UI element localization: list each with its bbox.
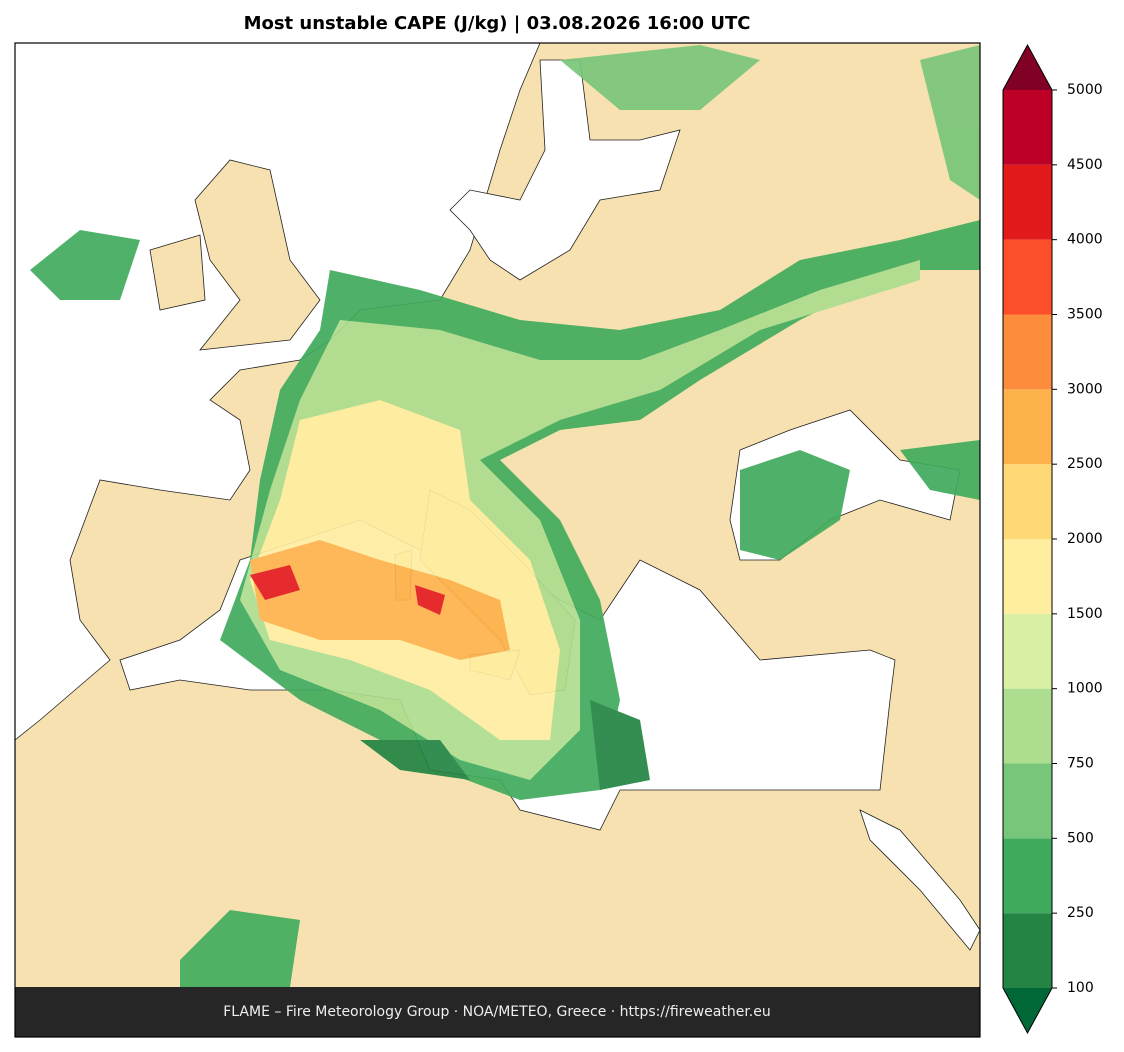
- colorbar-tick-label: 5000: [1067, 82, 1103, 98]
- colorbar-tick-label: 4000: [1067, 232, 1103, 248]
- colorbar-tick-label: 4500: [1067, 157, 1103, 173]
- colorbar-segment: [1003, 763, 1052, 839]
- colorbar-tick-label: 750: [1067, 756, 1094, 772]
- title: Most unstable CAPE (J/kg) | 03.08.2026 1…: [244, 13, 751, 34]
- colorbar-segment: [1003, 239, 1052, 315]
- colorbar-segment: [1003, 164, 1052, 240]
- colorbar-under: [1003, 988, 1052, 1033]
- colorbar-segment: [1003, 913, 1052, 988]
- colorbar-tick-label: 1500: [1067, 606, 1103, 622]
- baltic: [449, 59, 681, 281]
- colorbar-segment: [1003, 90, 1052, 165]
- footer-text: FLAME – Fire Meteorology Group · NOA/MET…: [223, 1004, 771, 1020]
- cape-area: [250, 565, 445, 615]
- colorbar-tick-label: 2500: [1067, 456, 1103, 472]
- colorbar: 100 250 500 750 1000 1500 2000 2500 3000 3500 4000…: [1002, 43, 1103, 1035]
- cape-area: [250, 540, 510, 660]
- colorbar-over: [1003, 45, 1052, 90]
- great-britain: [194, 159, 321, 351]
- colorbar-tick-label: 250: [1067, 905, 1094, 921]
- colorbar-tick-label: 3500: [1067, 307, 1103, 323]
- colorbar-tick-label: 100: [1067, 980, 1094, 996]
- colorbar-tick-label: 500: [1067, 830, 1094, 846]
- colorbar-segment: [1003, 389, 1052, 465]
- footer-bar: [15, 987, 980, 1037]
- cape-area: [360, 700, 650, 790]
- red-sea: [859, 809, 980, 951]
- ireland: [149, 234, 206, 311]
- colorbar-segment: [1003, 688, 1052, 764]
- colorbar-segment: [1003, 464, 1052, 539]
- colorbar-segment: [1003, 314, 1052, 390]
- colorbar-segment: [1003, 613, 1052, 689]
- colorbar-tick-label: 1000: [1067, 681, 1103, 697]
- colorbar-tick-label: 3000: [1067, 381, 1103, 397]
- colorbar-segment: [1003, 838, 1052, 914]
- colorbar-tick-label: 2000: [1067, 531, 1103, 547]
- map-frame: [14, 42, 981, 1038]
- map: FLAME – Fire Meteorology Group · NOA/MET…: [15, 43, 980, 1037]
- colorbar-segment: [1003, 539, 1052, 614]
- cape-field: [30, 45, 980, 987]
- cape-area: [560, 45, 980, 200]
